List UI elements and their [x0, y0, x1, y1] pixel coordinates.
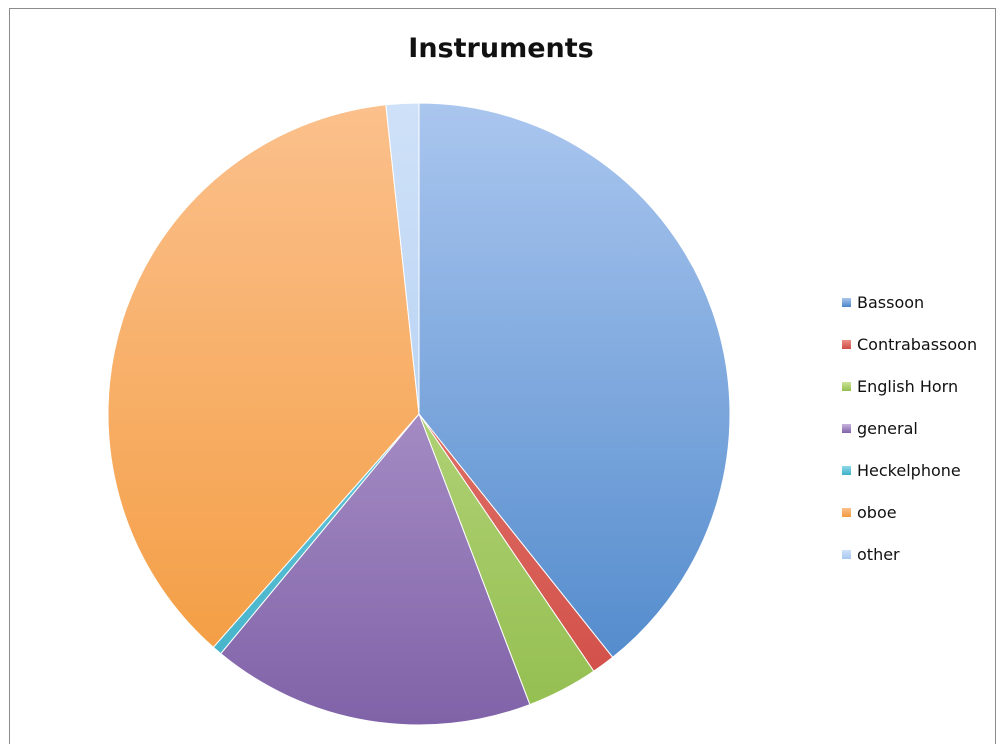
legend-item-bassoon: Bassoon: [842, 281, 977, 323]
chart-title: Instruments: [408, 33, 594, 64]
legend-swatch: [842, 423, 851, 433]
pie-slice-general: [220, 413, 531, 726]
legend-label: other: [857, 544, 900, 564]
pie-slice-other: [385, 102, 420, 415]
legend-label: Contrabassoon: [857, 334, 978, 354]
legend-label: general: [857, 418, 918, 438]
legend-item-english-horn: English Horn: [842, 365, 977, 407]
legend-item-general: general: [842, 407, 977, 449]
legend-item-oboe: oboe: [842, 491, 977, 533]
legend-label: English Horn: [857, 376, 959, 396]
legend-item-heckelphone: Heckelphone: [842, 449, 977, 491]
pie-slice-oboe: [107, 104, 420, 648]
legend-swatch: [842, 339, 851, 349]
legend-swatch: [842, 507, 851, 517]
legend-swatch: [842, 381, 851, 391]
legend-swatch: [842, 297, 851, 307]
legend-label: Heckelphone: [857, 460, 961, 480]
pie-slice-bassoon: [418, 102, 731, 659]
legend-item-other: other: [842, 533, 977, 575]
legend-label: Bassoon: [857, 292, 925, 312]
chart-legend: Bassoon Contrabassoon English Horn general H…: [842, 281, 977, 575]
legend-swatch: [842, 465, 851, 475]
legend-item-contrabassoon: Contrabassoon: [842, 323, 977, 365]
legend-label: oboe: [857, 502, 897, 522]
legend-swatch: [842, 549, 851, 559]
